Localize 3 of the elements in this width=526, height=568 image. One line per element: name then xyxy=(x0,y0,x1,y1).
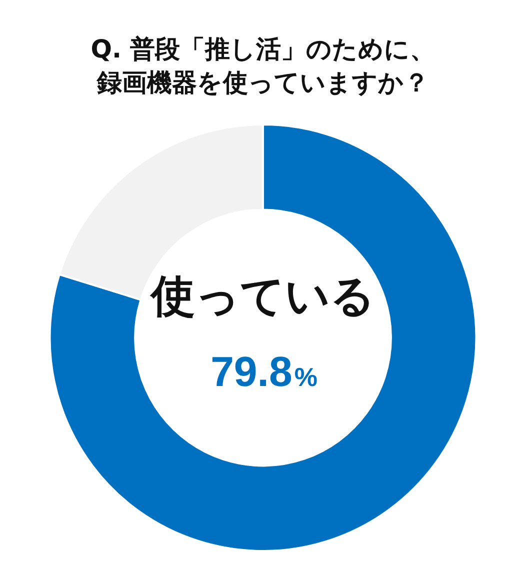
slice-label: 使っている xyxy=(149,271,375,322)
chart-title: Q. 普段「推し活」のために、録画機器を使っていますか？ xyxy=(90,34,436,98)
data-label: 79.8% xyxy=(210,348,318,395)
